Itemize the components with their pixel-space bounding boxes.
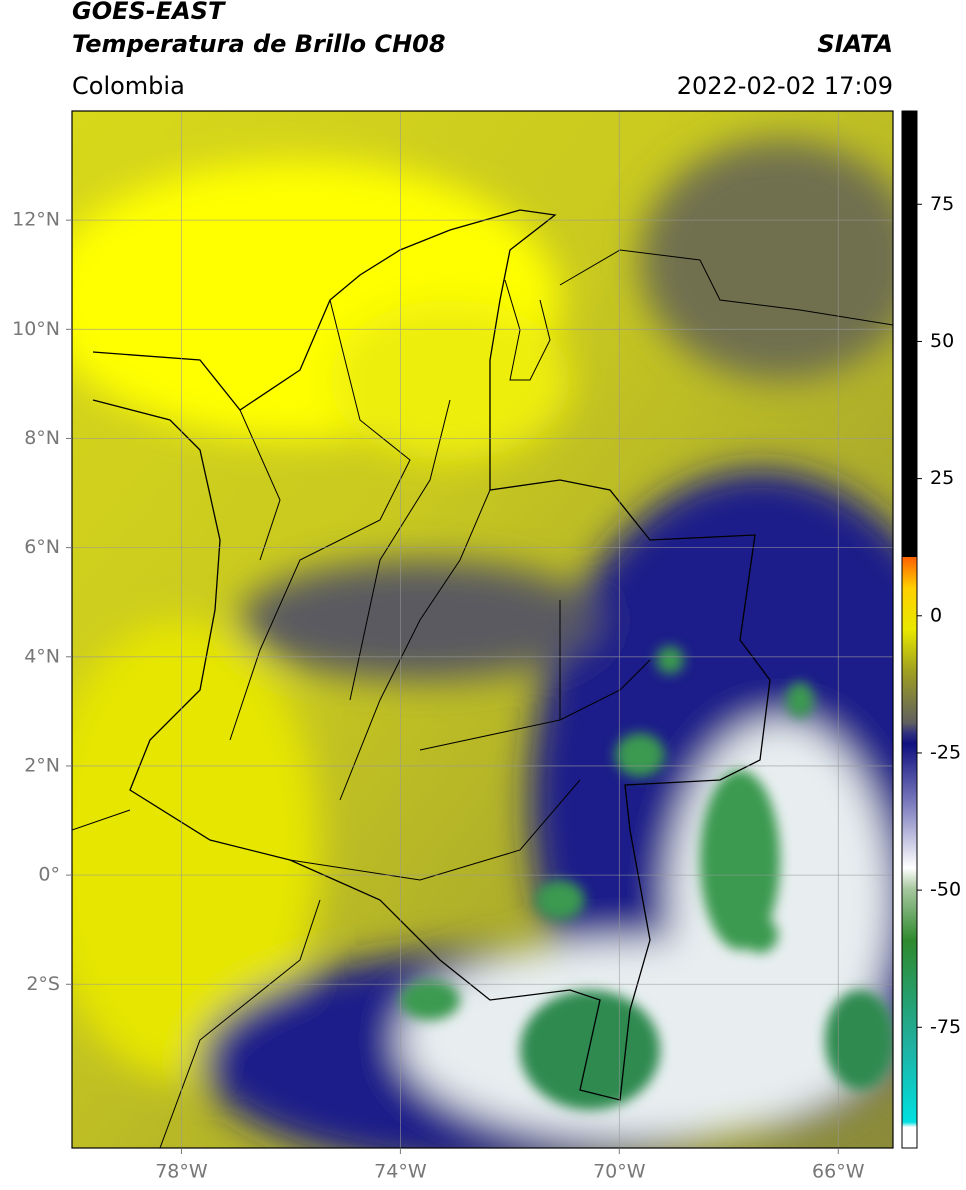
y-tick-label: 0° <box>38 864 60 886</box>
x-tick-label: 74°W <box>374 1161 427 1183</box>
y-tick-label: 8°N <box>24 427 60 449</box>
colorbar-tick-label: 50 <box>930 330 954 352</box>
datetime-label: 2022-02-02 17:09 <box>677 72 893 100</box>
colorbar-tick-label: 0 <box>930 604 942 626</box>
region-label: Colombia <box>72 72 185 100</box>
x-tick-label: 78°W <box>155 1161 208 1183</box>
y-tick-label: 12°N <box>12 209 60 231</box>
colorbar-tick-label: 75 <box>930 193 954 215</box>
colorbar-tick-label: -75 <box>930 1016 961 1038</box>
colorbar-tick-label: 25 <box>930 467 954 489</box>
title-line2: Temperatura de Brillo CH08 <box>72 30 446 58</box>
x-tick-label: 70°W <box>593 1161 646 1183</box>
y-tick-label: 10°N <box>12 318 60 340</box>
map-frame <box>71 110 894 1149</box>
y-tick-label: 4°N <box>24 645 60 667</box>
colorbar-tick-label: -50 <box>930 879 961 901</box>
y-tick-label: 2°N <box>24 754 60 776</box>
title-line1: GOES-EAST <box>72 0 226 25</box>
colorbar <box>901 110 918 1149</box>
graticule <box>72 111 893 1148</box>
satellite-image <box>72 111 893 1148</box>
x-tick-label: 66°W <box>812 1161 865 1183</box>
colorbar-tick-label: -25 <box>930 741 961 763</box>
source-label: SIATA <box>817 30 893 58</box>
y-tick-label: 2°S <box>26 973 60 995</box>
y-tick-label: 6°N <box>24 536 60 558</box>
